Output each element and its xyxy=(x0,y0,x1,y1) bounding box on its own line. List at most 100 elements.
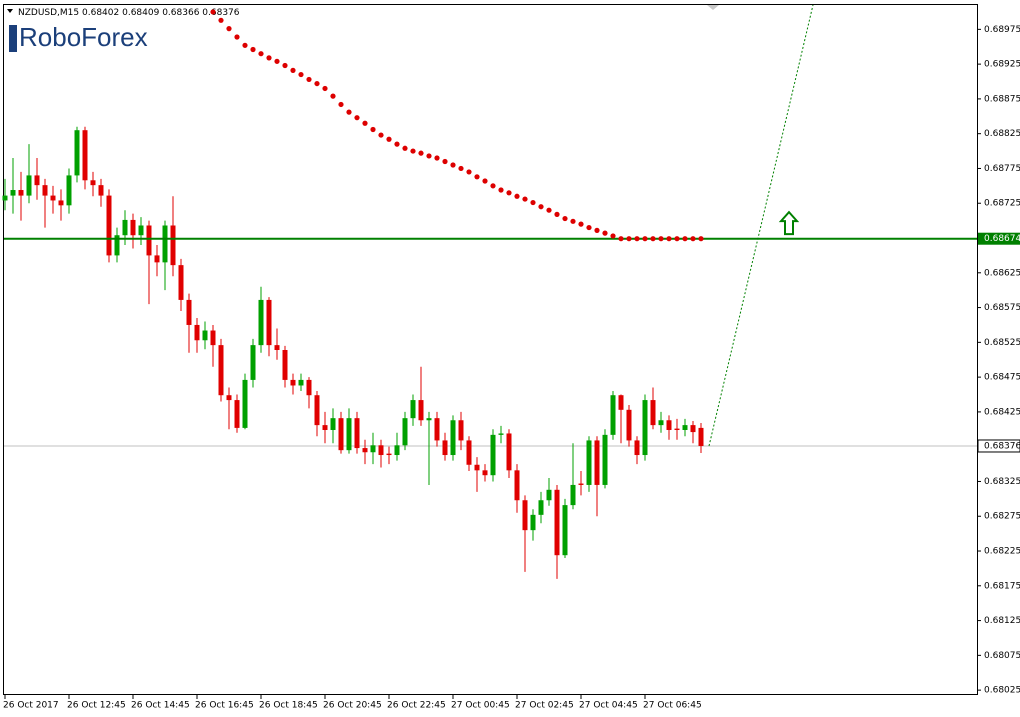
candle-body xyxy=(530,514,536,531)
sar-dot xyxy=(538,204,544,210)
sar-dot xyxy=(666,236,672,242)
candle-body xyxy=(362,448,368,453)
sar-dot xyxy=(306,76,312,83)
sar-dot xyxy=(658,236,664,242)
y-tick-label: 0.68625 xyxy=(984,268,1020,278)
candle-body xyxy=(402,418,408,446)
candle-body xyxy=(194,324,200,341)
sar-dot xyxy=(506,190,512,196)
candle-body xyxy=(338,418,344,451)
candle-body xyxy=(378,445,384,456)
candle-body xyxy=(490,434,496,476)
level-label-box xyxy=(978,232,1020,245)
candle-body xyxy=(578,483,584,485)
x-tick-label: 27 Oct 00:45 xyxy=(451,701,510,711)
y-tick-label: 0.68575 xyxy=(984,303,1020,313)
candle-body xyxy=(178,265,184,300)
y-tick-label: 0.68025 xyxy=(984,686,1020,696)
candle-body xyxy=(98,185,104,196)
candle-body xyxy=(322,425,328,430)
sar-dot xyxy=(346,109,352,115)
candle-body xyxy=(434,418,440,441)
sar-dot xyxy=(626,236,632,242)
candle-body xyxy=(234,400,240,428)
candle-body xyxy=(282,350,288,380)
candle-body xyxy=(442,440,448,456)
candle-body xyxy=(170,225,176,266)
sar-dot xyxy=(554,211,560,217)
candle-body xyxy=(146,225,152,256)
x-tick-label: 26 Oct 20:45 xyxy=(323,701,382,711)
x-tick-label: 26 Oct 22:45 xyxy=(387,701,446,711)
symbol: NZDUSD,M15 xyxy=(18,8,79,18)
sar-dot xyxy=(498,187,504,193)
sar-dot xyxy=(690,236,696,242)
candle-body xyxy=(162,225,168,263)
sar-dot xyxy=(602,230,608,236)
candle-body xyxy=(2,195,8,201)
candle-body xyxy=(690,425,696,433)
y-tick-label: 0.68075 xyxy=(984,651,1020,661)
candle-body xyxy=(226,395,232,401)
candle-body xyxy=(306,379,312,396)
candle-body xyxy=(394,445,400,456)
sar-dot xyxy=(490,183,496,189)
x-tick-label: 27 Oct 04:45 xyxy=(579,701,638,711)
sar-dot xyxy=(634,236,640,242)
sar-dot xyxy=(522,196,528,202)
menu-triangle xyxy=(7,9,13,13)
candle-body xyxy=(186,299,192,325)
sar-dot xyxy=(466,169,472,175)
header-high: 0.68409 xyxy=(122,8,159,18)
sar-dot xyxy=(362,120,368,126)
candle-body xyxy=(106,195,112,256)
sar-dot xyxy=(378,132,384,138)
candle-body xyxy=(698,427,704,446)
candle-body xyxy=(266,299,272,346)
sar-dot xyxy=(594,227,600,233)
candle-body xyxy=(122,219,128,236)
candle-body xyxy=(386,453,392,456)
sar-dot xyxy=(402,145,408,151)
sar-dot xyxy=(394,141,400,147)
y-tick-label: 0.68475 xyxy=(984,373,1020,383)
shift-marker xyxy=(707,5,719,10)
x-tick-label: 26 Oct 12:45 xyxy=(67,701,126,711)
candle-body xyxy=(346,418,352,451)
candle-body xyxy=(274,345,280,350)
sar-dot xyxy=(226,26,232,32)
x-tick-label: 26 Oct 2017 xyxy=(3,701,59,711)
candle-body xyxy=(410,400,416,419)
candle-body xyxy=(34,175,40,186)
logo-bar xyxy=(9,25,17,52)
candle-body xyxy=(26,175,32,196)
candle-body xyxy=(642,400,648,456)
sar-dot xyxy=(338,101,344,108)
header-close: 0.68376 xyxy=(202,8,239,18)
sar-dot xyxy=(442,158,448,165)
sar-dot xyxy=(266,55,272,61)
y-tick-label: 0.68825 xyxy=(984,129,1020,139)
candle-body xyxy=(626,409,632,441)
candle-body xyxy=(554,489,560,556)
sar-dot xyxy=(474,174,480,180)
y-tick-label: 0.68225 xyxy=(984,547,1020,557)
y-tick-label: 0.68175 xyxy=(984,581,1020,591)
candle-body xyxy=(242,379,248,428)
candle-body xyxy=(210,330,216,346)
sar-dot xyxy=(562,215,568,222)
sar-dot xyxy=(386,136,392,142)
sar-dot xyxy=(650,236,656,242)
candle-body xyxy=(666,420,672,430)
candle-body xyxy=(522,500,528,531)
y-tick-label: 0.68775 xyxy=(984,164,1020,174)
sar-dot xyxy=(530,199,536,206)
sar-dot xyxy=(426,153,432,159)
logo: RoboForex xyxy=(19,22,148,52)
sar-dot xyxy=(290,67,296,73)
price-label: 0.68376 xyxy=(984,441,1020,451)
sar-dot xyxy=(330,93,336,99)
candle-body xyxy=(90,180,96,186)
